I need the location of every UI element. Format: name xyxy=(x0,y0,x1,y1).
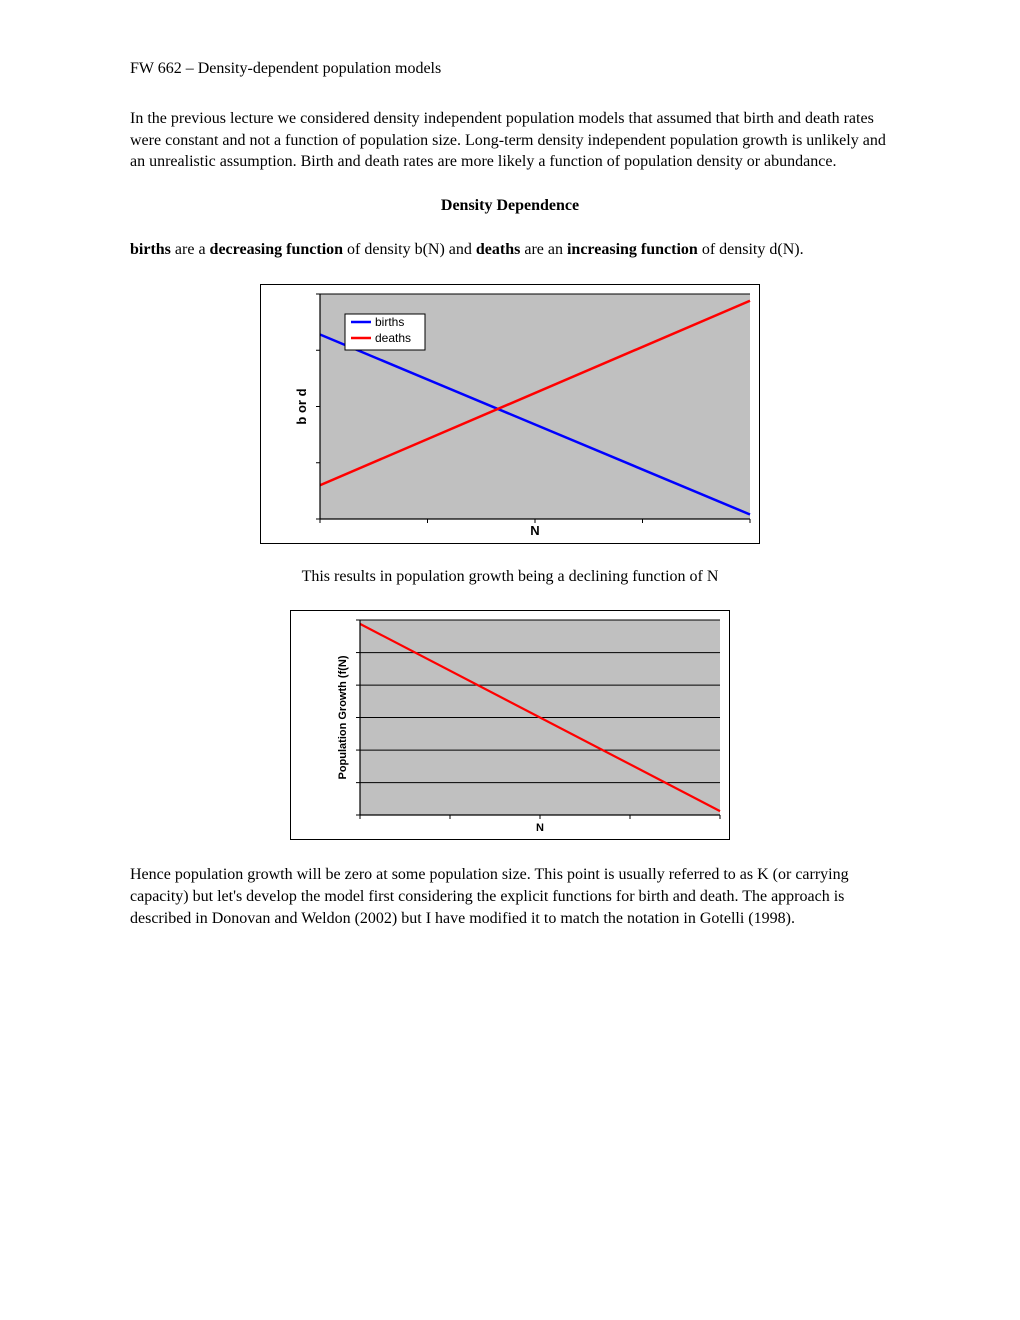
bold-decreasing: decreasing function xyxy=(210,241,343,258)
paragraph-intro: In the previous lecture we considered de… xyxy=(130,108,890,173)
x-axis-label: N xyxy=(536,822,544,834)
text-seg: of density b(N) and xyxy=(343,241,476,258)
y-axis-label: Population Growth (f(N) xyxy=(337,656,349,780)
x-axis-label: N xyxy=(530,523,539,538)
paragraph-births-deaths: births are a decreasing function of dens… xyxy=(130,239,890,261)
chart-caption: This results in population growth being … xyxy=(130,568,890,586)
bold-deaths: deaths xyxy=(476,241,520,258)
text-seg: are a xyxy=(171,241,210,258)
section-title: Density Dependence xyxy=(130,197,890,215)
svg-text:deaths: deaths xyxy=(375,331,411,345)
text-seg: are an xyxy=(520,241,567,258)
bold-increasing: increasing function xyxy=(567,241,698,258)
paragraph-conclusion: Hence population growth will be zero at … xyxy=(130,864,890,929)
legend: births deaths xyxy=(345,314,425,350)
svg-text:births: births xyxy=(375,315,404,329)
bold-births: births xyxy=(130,241,171,258)
y-axis-label: b or d xyxy=(294,389,309,425)
page-header: FW 662 – Density-dependent population mo… xyxy=(130,60,890,78)
chart-births-deaths: Nb or d births deaths xyxy=(260,284,760,544)
text-seg: of density d(N). xyxy=(698,241,804,258)
chart-population-growth: N Population Growth (f(N) xyxy=(290,610,730,840)
